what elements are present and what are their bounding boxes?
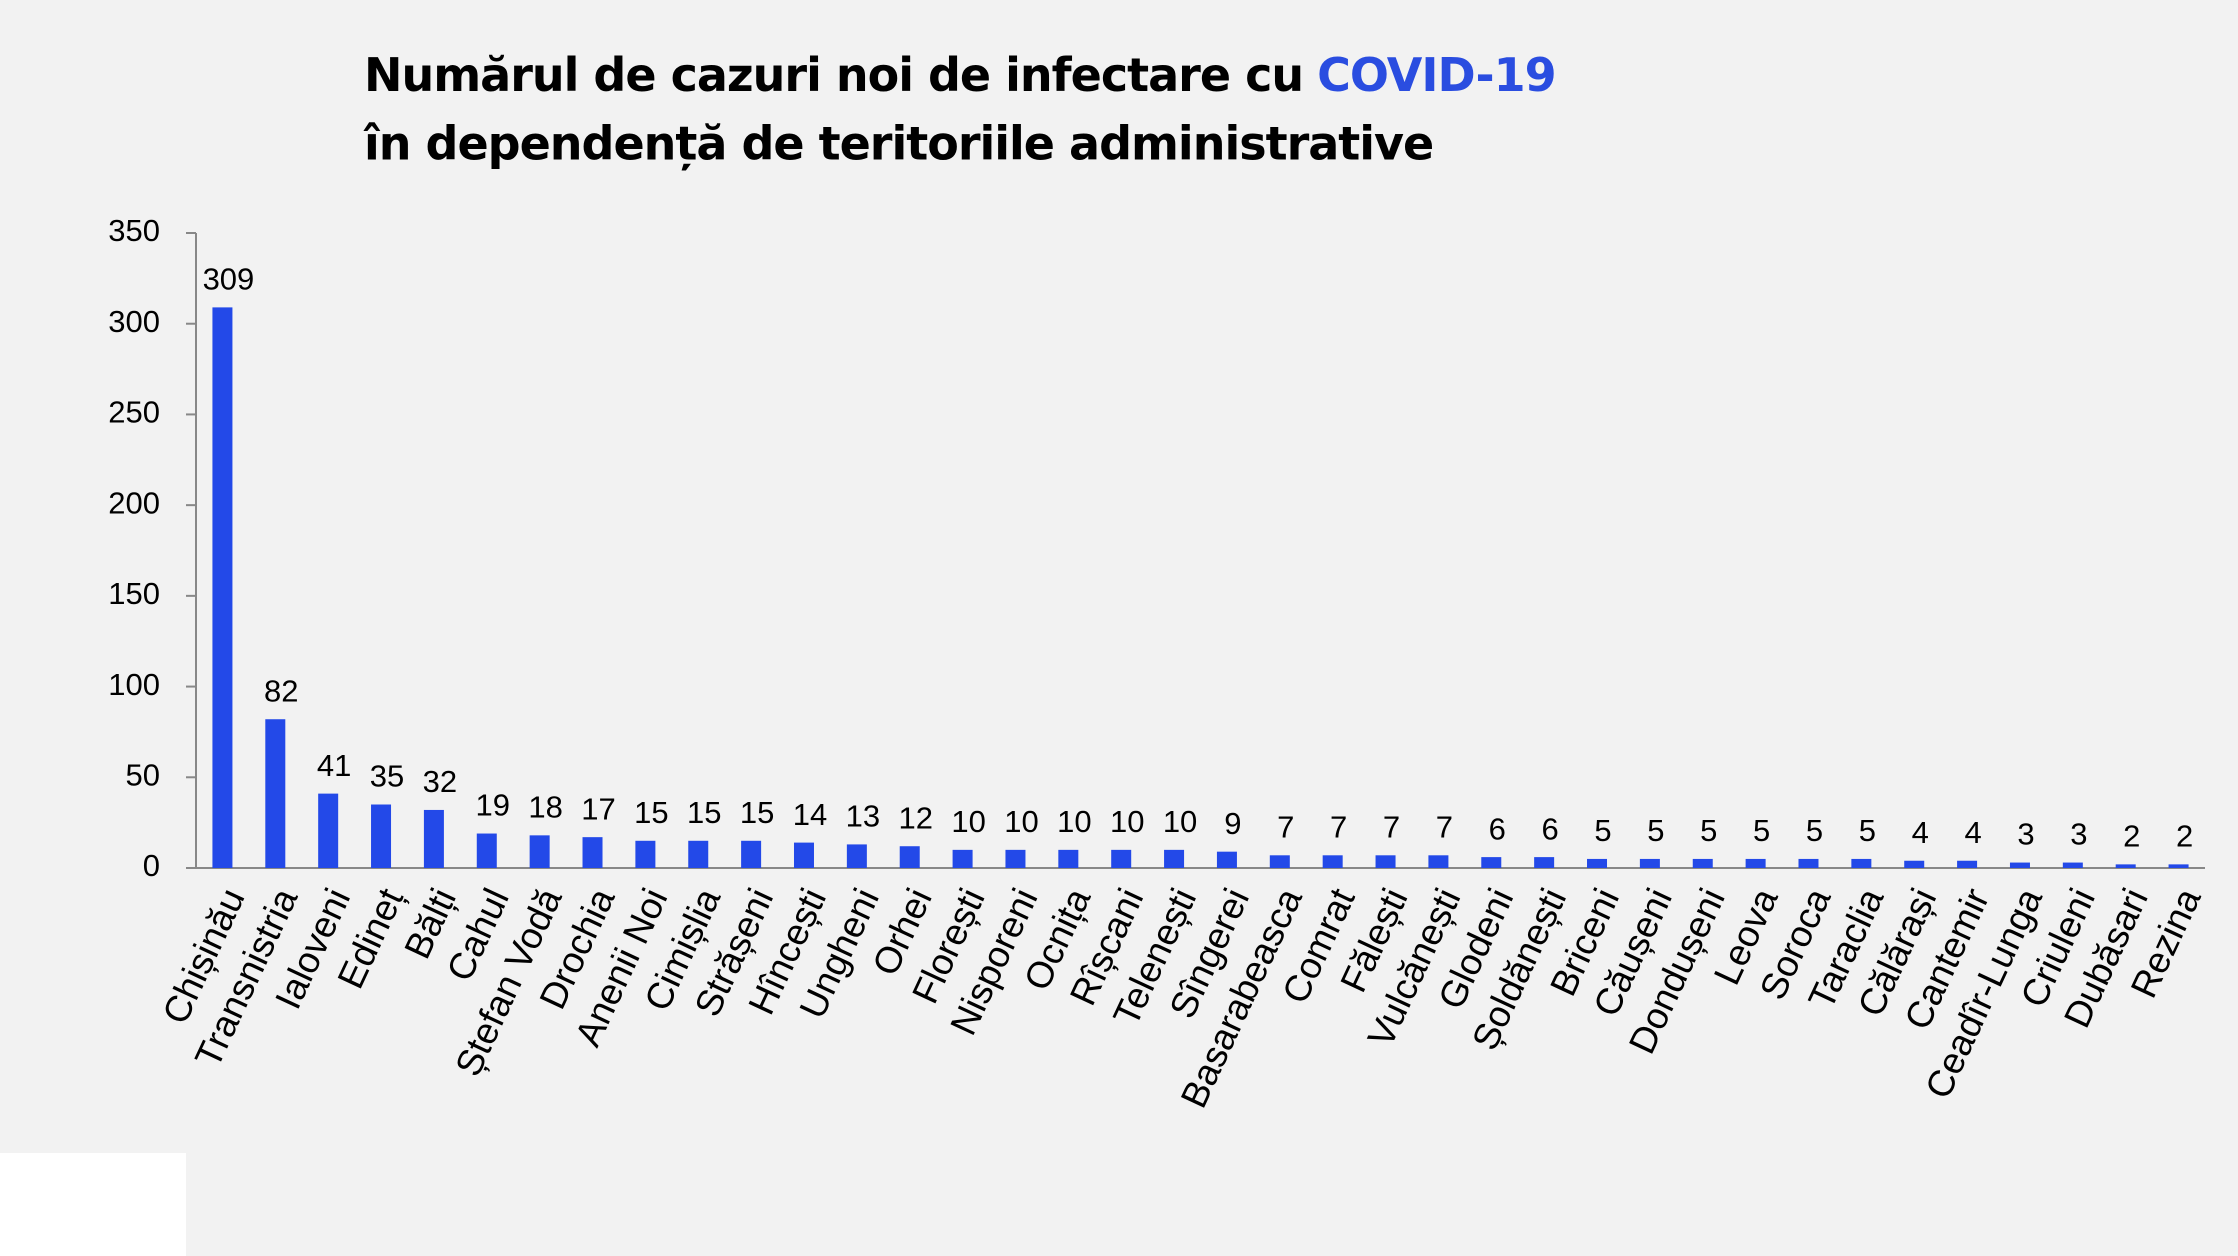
bar <box>952 849 973 868</box>
value-label: 10 <box>1057 804 1091 839</box>
bar <box>2115 864 2136 868</box>
value-label: 3 <box>2070 817 2087 852</box>
bar <box>1534 857 1555 868</box>
value-label: 4 <box>1964 815 1981 850</box>
bar <box>1216 851 1237 868</box>
y-tick-label: 0 <box>143 848 160 883</box>
bar <box>1639 858 1660 868</box>
bar <box>688 840 709 868</box>
bar <box>265 719 286 868</box>
bar <box>2168 864 2189 868</box>
bar <box>1851 858 1872 868</box>
bar <box>1481 857 1502 868</box>
value-label: 10 <box>1110 804 1144 839</box>
value-label: 82 <box>264 673 298 708</box>
bar <box>212 307 233 868</box>
chart-title: Numărul de cazuri noi de infectare cu COV… <box>364 48 1556 102</box>
value-label: 5 <box>1859 813 1876 848</box>
bar <box>1745 858 1766 868</box>
bar <box>1692 858 1713 868</box>
bar <box>899 846 920 868</box>
title-text: Numărul de cazuri noi de infectare cu <box>364 48 1303 102</box>
value-label: 5 <box>1753 813 1770 848</box>
y-tick-label: 150 <box>108 576 160 611</box>
value-label: 2 <box>2123 819 2140 854</box>
value-label: 2 <box>2176 819 2193 854</box>
chart-subtitle: în dependență de teritoriile administrat… <box>363 117 1433 171</box>
value-label: 19 <box>476 788 510 823</box>
bar <box>476 833 497 868</box>
bar <box>1322 855 1343 868</box>
value-label: 5 <box>1700 813 1717 848</box>
value-label: 32 <box>423 764 457 799</box>
bar <box>1798 858 1819 868</box>
corner-patch <box>0 1153 186 1256</box>
bar <box>1375 855 1396 868</box>
y-tick-label: 100 <box>108 667 160 702</box>
value-label: 15 <box>740 795 774 830</box>
bar <box>1164 849 1185 868</box>
bar <box>741 840 762 868</box>
value-label: 41 <box>317 748 351 783</box>
value-label: 10 <box>951 804 985 839</box>
value-label: 17 <box>581 791 615 826</box>
value-label: 10 <box>1004 804 1038 839</box>
bar <box>582 837 603 868</box>
value-label: 14 <box>793 797 827 832</box>
y-tick-label: 50 <box>126 757 160 792</box>
bar <box>1005 849 1026 868</box>
bar <box>1111 849 1132 868</box>
value-label: 5 <box>1806 813 1823 848</box>
value-label: 7 <box>1436 809 1453 844</box>
value-label: 12 <box>898 800 932 835</box>
bar <box>846 844 867 868</box>
bar <box>529 835 550 868</box>
value-label: 7 <box>1383 809 1400 844</box>
value-label: 6 <box>1489 811 1506 846</box>
value-label: 7 <box>1277 809 1294 844</box>
bar <box>793 842 814 868</box>
bar <box>1428 855 1449 868</box>
bar <box>1904 860 1925 868</box>
bar <box>371 804 392 868</box>
y-tick-label: 250 <box>108 395 160 430</box>
value-label: 15 <box>687 795 721 830</box>
value-label: 35 <box>370 759 404 794</box>
value-label: 9 <box>1224 806 1241 841</box>
bar <box>1587 858 1608 868</box>
y-tick-label: 350 <box>108 213 160 248</box>
value-label: 6 <box>1542 811 1559 846</box>
bar <box>635 840 656 868</box>
bar <box>423 809 444 868</box>
value-label: 4 <box>1912 815 1929 850</box>
bar <box>1957 860 1978 868</box>
bar <box>1269 855 1290 868</box>
bar <box>1058 849 1079 868</box>
value-label: 10 <box>1163 804 1197 839</box>
bar <box>318 793 339 868</box>
bar <box>2009 862 2030 868</box>
y-tick-label: 300 <box>108 304 160 339</box>
value-label: 5 <box>1647 813 1664 848</box>
title-highlight: COVID-19 <box>1317 48 1556 102</box>
value-label: 7 <box>1330 809 1347 844</box>
y-tick-label: 200 <box>108 485 160 520</box>
bar <box>2062 862 2083 868</box>
value-label: 15 <box>634 795 668 830</box>
value-label: 3 <box>2017 817 2034 852</box>
value-label: 5 <box>1594 813 1611 848</box>
value-label: 18 <box>528 790 562 825</box>
value-label: 309 <box>203 262 255 297</box>
value-label: 13 <box>846 799 880 834</box>
